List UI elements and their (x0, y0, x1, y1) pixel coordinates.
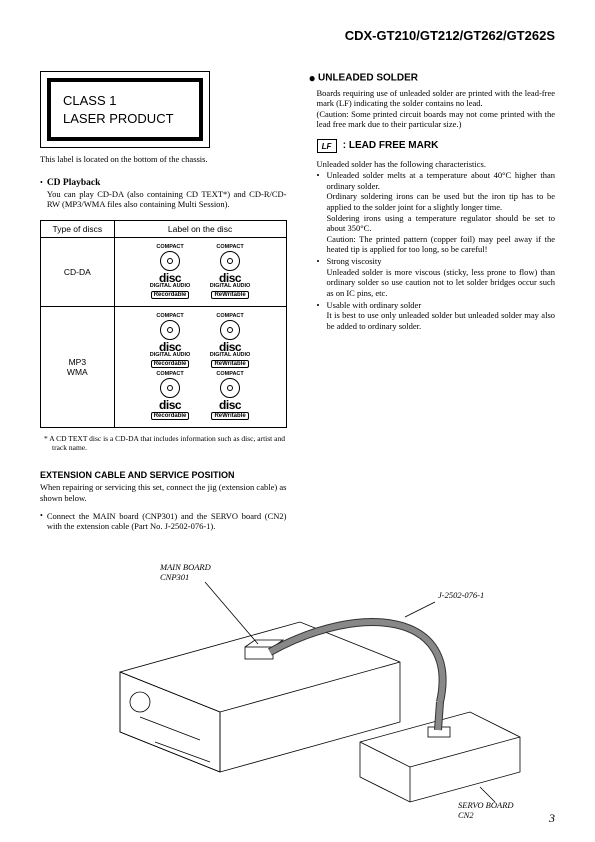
compact-disc-logo: COMPACTdisc DIGITAL AUDIOReWritable (202, 314, 258, 368)
solder-intro: Unleaded solder has the following charac… (317, 159, 556, 170)
diagram-label-main-board: MAIN BOARDCNP301 (160, 562, 211, 582)
solder-bullet-text: Soldering irons using a temperature regu… (327, 213, 556, 234)
extension-text1: When repairing or servicing this set, co… (40, 482, 287, 503)
bullet-icon: • (317, 170, 323, 255)
table-header-label: Label on the disc (114, 220, 286, 237)
service-diagram: MAIN BOARDCNP301 J-2502-076-1 SERVO BOAR… (40, 552, 555, 832)
laser-line2: LASER PRODUCT (63, 110, 187, 128)
left-column: CLASS 1 LASER PRODUCT This label is loca… (40, 71, 287, 532)
laser-caption: This label is located on the bottom of t… (40, 154, 287, 164)
bullet-icon: • (317, 300, 323, 332)
solder-bullet-text: Unleaded solder is more viscous (sticky,… (327, 267, 556, 299)
compact-disc-logo: COMPACTdisc DIGITAL AUDIOReWritable (202, 245, 258, 299)
diagram-label-cable: J-2502-076-1 (438, 590, 484, 600)
cd-playback-heading: CD Playback (47, 178, 287, 188)
laser-label-box: CLASS 1 LASER PRODUCT (40, 71, 210, 148)
solder-heading: UNLEADED SOLDER (318, 73, 418, 84)
solder-p1: Boards requiring use of unleaded solder … (309, 88, 556, 109)
bullet-icon: • (317, 256, 323, 299)
solder-caution: Caution: The printed pattern (copper foi… (327, 234, 556, 255)
compact-disc-logo: COMPACTdisc ReWritable (202, 372, 258, 421)
disc-type-cdda: CD-DA (41, 237, 115, 306)
compact-disc-logo: COMPACTdisc DIGITAL AUDIORecordable (142, 314, 198, 368)
diagram-label-servo-board: SERVO BOARDCN2 (458, 800, 514, 820)
page-number: 3 (549, 811, 555, 826)
disc-type-mp3wma: MP3WMA (41, 306, 115, 428)
laser-line1: CLASS 1 (63, 92, 187, 110)
bullet-icon: • (40, 178, 43, 210)
solder-bullet-text: Ordinary soldering irons can be used but… (327, 191, 556, 212)
solder-bullet-text: Unleaded solder melts at a temperature a… (327, 170, 556, 191)
compact-disc-logo: COMPACTdisc DIGITAL AUDIORecordable (142, 245, 198, 299)
extension-text2: Connect the MAIN board (CNP301) and the … (47, 511, 287, 532)
bullet-icon: • (40, 511, 43, 532)
cd-playback-text: You can play CD-DA (also containing CD T… (47, 189, 287, 210)
solder-bullet-heading: Usable with ordinary solder (327, 300, 556, 311)
right-column: ● UNLEADED SOLDER Boards requiring use o… (309, 71, 556, 532)
compact-disc-logo: COMPACTdisc Recordable (142, 372, 198, 421)
lf-mark-icon: LF (317, 139, 337, 153)
extension-heading: EXTENSION CABLE AND SERVICE POSITION (40, 470, 287, 480)
bullet-icon: ● (309, 71, 316, 85)
lf-heading: : LEAD FREE MARK (343, 141, 439, 152)
page-title: CDX-GT210/GT212/GT262/GT262S (40, 28, 555, 43)
table-row: MP3WMA COMPACTdisc DIGITAL AUDIORecordab… (41, 306, 287, 428)
table-header-type: Type of discs (41, 220, 115, 237)
table-row: CD-DA COMPACTdisc DIGITAL AUDIORecordabl… (41, 237, 287, 306)
solder-bullet-heading: Strong viscosity (327, 256, 556, 267)
cd-text-footnote: * A CD TEXT disc is a CD-DA that include… (40, 434, 287, 452)
solder-bullet-text: It is best to use only unleaded solder b… (327, 310, 556, 331)
disc-table: Type of discs Label on the disc CD-DA CO… (40, 220, 287, 429)
solder-p2: (Caution: Some printed circuit boards ma… (309, 109, 556, 130)
